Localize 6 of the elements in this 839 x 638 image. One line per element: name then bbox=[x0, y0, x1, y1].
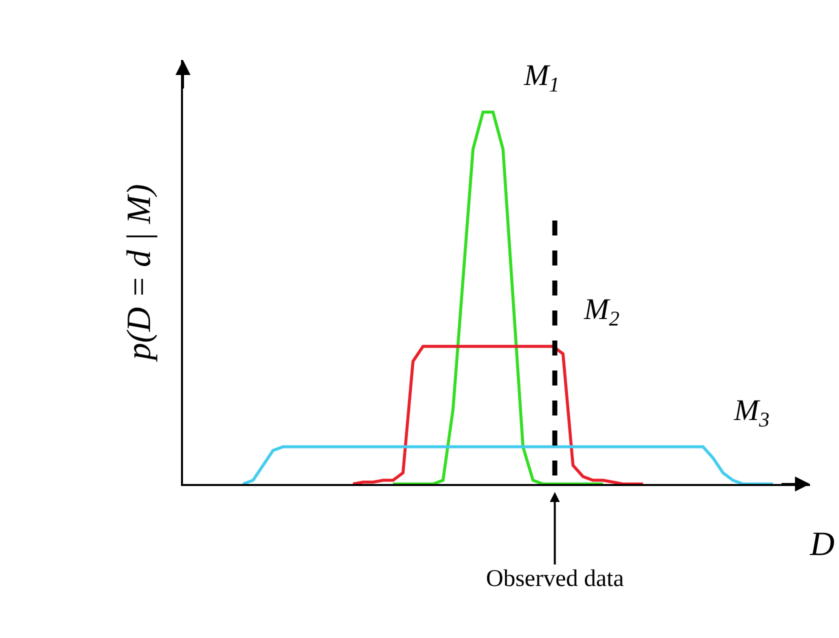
series-label: M$_{2}$ bbox=[583, 293, 620, 330]
y-axis-title: p(D = d | M) bbox=[121, 184, 158, 362]
arrow-observed-data: Observed data bbox=[486, 484, 624, 592]
series-label: M$_{3}$ bbox=[733, 394, 770, 432]
series-label: M$_{1}$ bbox=[523, 59, 560, 96]
x-axis-title: D bbox=[809, 526, 835, 563]
